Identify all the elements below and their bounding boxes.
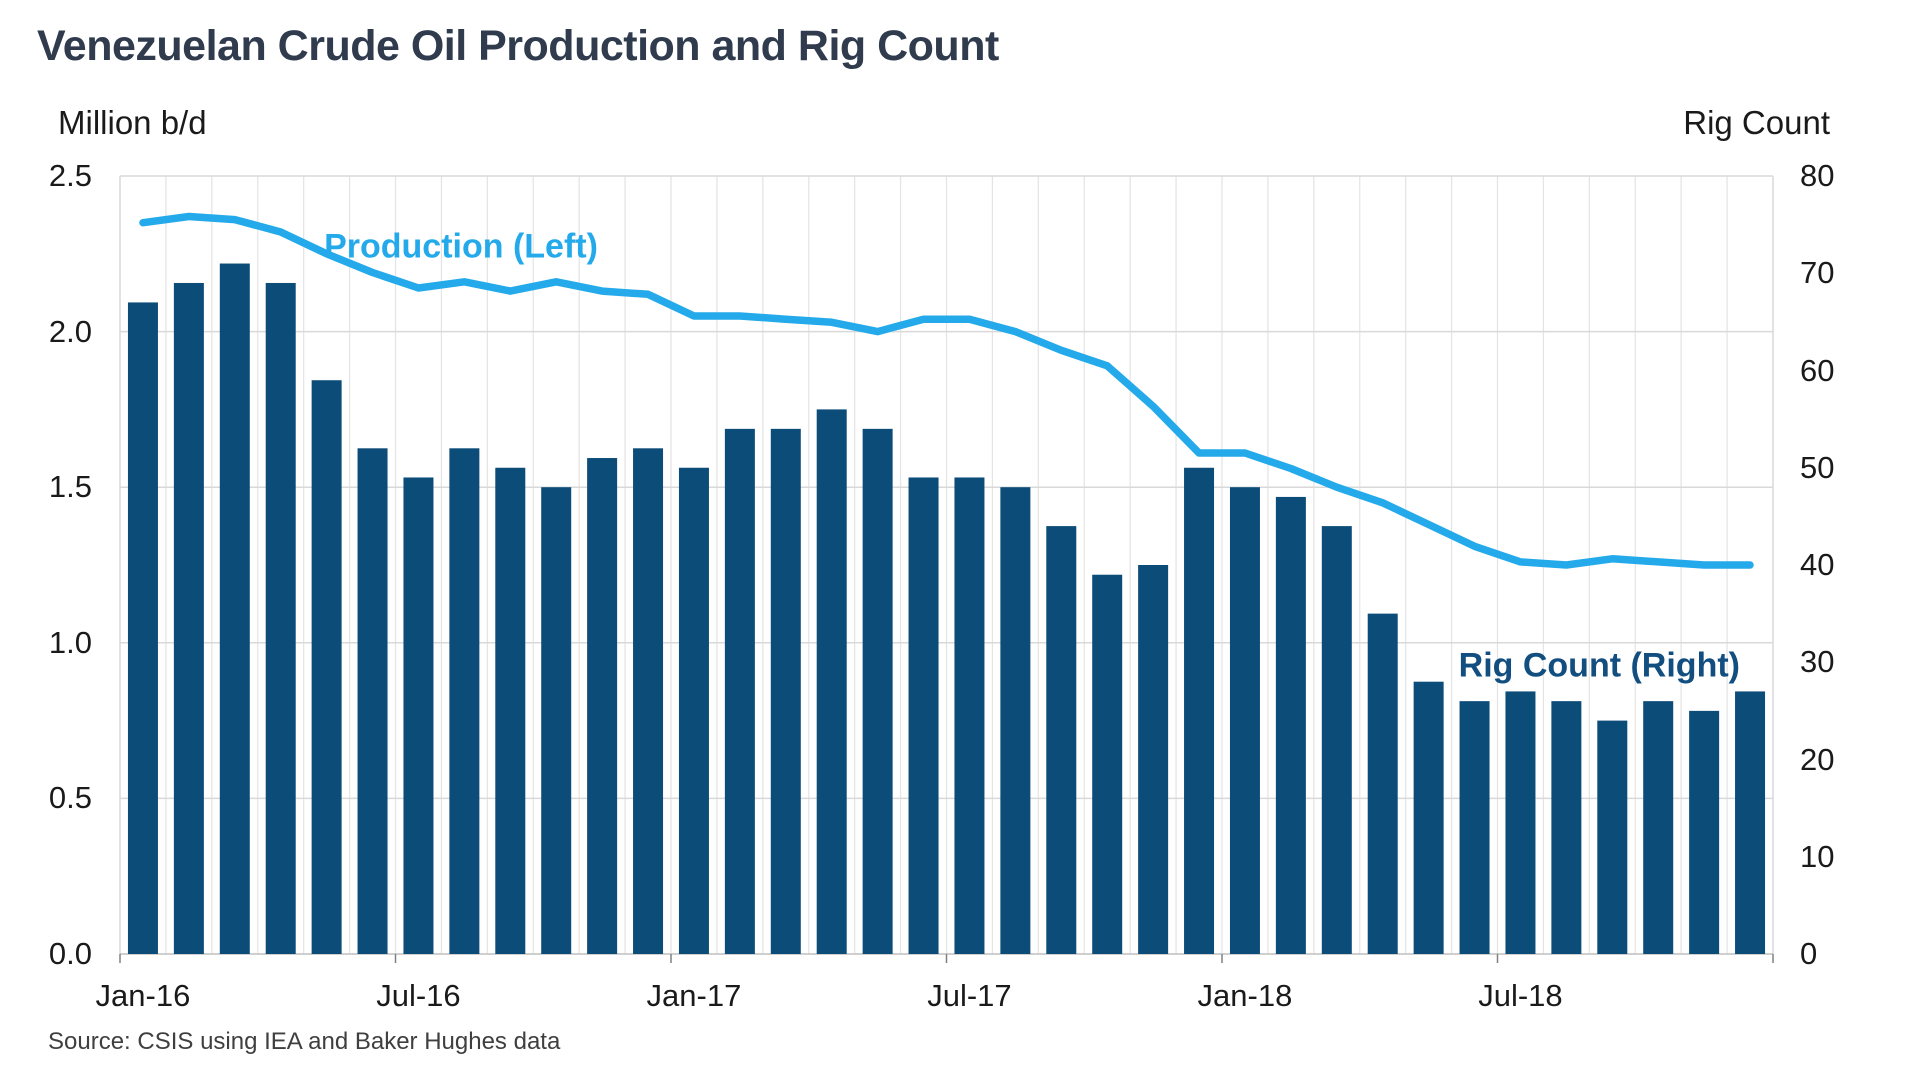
rig-count-bar-Mar-17 <box>770 428 801 955</box>
rig-count-bar-Dec-18 <box>1735 691 1766 954</box>
rig-count-bar-Feb-16 <box>173 282 204 955</box>
rig-count-bar-Jan-16 <box>127 302 158 954</box>
x-axis-tick-label: Jan-16 <box>95 978 191 1013</box>
rig-count-bar-Jul-16 <box>403 477 434 954</box>
rig-count-bar-Apr-18 <box>1367 613 1398 954</box>
left-axis-tick-label: 2.0 <box>48 313 92 349</box>
rig-count-bar-Jun-17 <box>908 477 939 954</box>
rig-count-bar-Jul-18 <box>1505 691 1536 954</box>
source-note: Source: CSIS using IEA and Baker Hughes … <box>48 1028 561 1055</box>
rig-count-bar-Jun-16 <box>357 448 388 954</box>
rig-count-bar-May-18 <box>1413 681 1444 954</box>
left-axis-tick-label: 0.5 <box>48 780 92 816</box>
rig-count-bar-Sep-17 <box>1046 526 1077 954</box>
rig-count-bar-Oct-18 <box>1643 701 1674 954</box>
rig-count-bar-Nov-18 <box>1689 710 1720 954</box>
right-axis-tick-label: 80 <box>1800 158 1835 193</box>
rig-count-bar-Apr-17 <box>816 409 847 954</box>
right-axis-tick-label: 0 <box>1800 936 1818 971</box>
right-axis-tick-label: 70 <box>1800 255 1835 291</box>
left-axis-tick-label: 1.5 <box>48 469 92 505</box>
rig-count-bar-Jan-18 <box>1229 487 1260 954</box>
right-axis-tick-label: 20 <box>1800 741 1835 777</box>
rig-count-bar-Aug-16 <box>449 448 480 954</box>
rig-count-bar-Nov-16 <box>587 458 618 954</box>
rig-count-bar-Oct-17 <box>1092 574 1123 954</box>
x-axis-tick-label: Jul-18 <box>1478 978 1563 1013</box>
right-axis-tick-label: 50 <box>1800 449 1835 485</box>
x-axis-tick-label: Jan-17 <box>646 978 742 1013</box>
rig-count-bar-May-16 <box>311 380 342 955</box>
rig-count-bar-Jun-18 <box>1459 701 1490 954</box>
x-axis-tick-label: Jan-18 <box>1197 978 1293 1013</box>
rig-count-bar-Feb-18 <box>1275 496 1306 954</box>
production-line <box>139 212 1754 569</box>
rig-count-bar-Aug-17 <box>1000 487 1031 954</box>
x-axis-tick-label: Jul-16 <box>376 978 461 1013</box>
rig-count-bar-Jul-17 <box>954 477 985 954</box>
left-axis-tick-label: 0.0 <box>48 936 92 971</box>
rig-count-bar-Dec-17 <box>1184 467 1215 954</box>
left-axis-title: Million b/d <box>58 104 207 141</box>
right-axis-tick-label: 60 <box>1800 352 1835 388</box>
left-axis-tick-label: 2.5 <box>48 158 92 193</box>
chart-title: Venezuelan Crude Oil Production and Rig … <box>37 22 999 70</box>
rig-count-bar-Oct-16 <box>541 487 572 954</box>
rig-series-label: Rig Count (Right) <box>1458 646 1740 685</box>
rig-count-bar-Dec-16 <box>633 448 664 954</box>
right-axis-tick-label: 40 <box>1800 547 1835 582</box>
left-axis-tick-label: 1.0 <box>48 624 92 660</box>
production-series-label: Production (Left) <box>324 227 598 266</box>
right-axis-title: Rig Count <box>1683 104 1830 141</box>
rig-count-bar-Nov-17 <box>1138 565 1169 954</box>
right-axis-tick-label: 30 <box>1800 644 1835 680</box>
rig-count-bar-Jan-17 <box>678 467 709 954</box>
rig-count-bar-Sep-18 <box>1597 720 1628 954</box>
x-axis-tick-label: Jul-17 <box>927 978 1012 1013</box>
rig-count-bar-Sep-16 <box>495 467 526 954</box>
rig-count-bar-Mar-18 <box>1321 526 1352 954</box>
rig-count-bar-Feb-17 <box>724 428 755 955</box>
rig-count-bar-Apr-16 <box>265 282 296 955</box>
rig-count-bar-Mar-16 <box>219 263 250 954</box>
rig-count-bar-May-17 <box>862 428 893 955</box>
right-axis-tick-label: 10 <box>1800 838 1835 874</box>
rig-count-bar-Aug-18 <box>1551 701 1582 954</box>
